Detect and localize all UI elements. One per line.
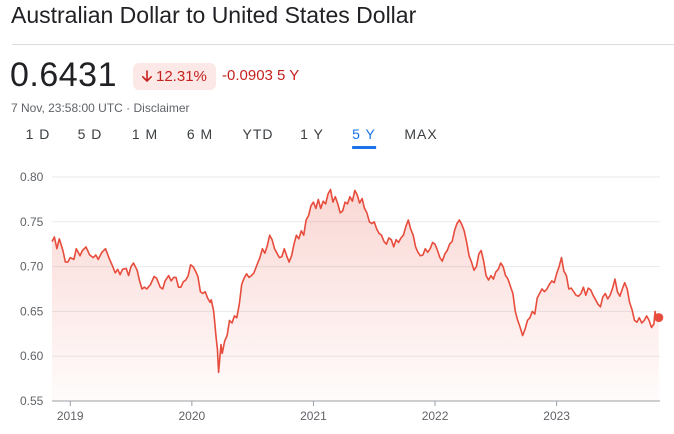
range-tab-max[interactable]: MAX — [404, 126, 438, 142]
x-tick-label: 2022 — [422, 409, 449, 423]
arrow-down-icon — [141, 70, 153, 83]
percent-change-value: 12.31% — [156, 68, 207, 85]
y-tick-label: 0.65 — [20, 304, 44, 318]
percent-change-badge: 12.31% — [133, 63, 216, 90]
y-tick-label: 0.75 — [20, 215, 44, 229]
y-tick-label: 0.70 — [20, 260, 44, 274]
range-tab-5y[interactable]: 5 Y — [352, 126, 376, 149]
range-tab-1d[interactable]: 1 D — [25, 126, 51, 142]
y-tick-label: 0.60 — [20, 349, 44, 363]
range-tab-5d[interactable]: 5 D — [77, 126, 103, 142]
current-price: 0.6431 — [10, 56, 117, 94]
chart-endpoint-marker — [654, 313, 664, 323]
timestamp: 7 Nov, 23:58:00 UTC · — [11, 101, 134, 115]
absolute-change: -0.0903 5 Y — [222, 67, 300, 84]
x-tick-label: 2019 — [57, 409, 84, 423]
range-tab-6m[interactable]: 6 M — [186, 126, 214, 142]
x-tick-label: 2020 — [178, 409, 205, 423]
disclaimer-link[interactable]: Disclaimer — [133, 101, 190, 115]
header-divider — [12, 44, 674, 45]
y-tick-label: 0.55 — [20, 394, 44, 408]
range-tab-1y[interactable]: 1 Y — [300, 126, 324, 142]
chart-series-line — [51, 188, 660, 374]
y-tick-label: 0.80 — [20, 170, 44, 184]
range-tab-1m[interactable]: 1 M — [131, 126, 159, 142]
x-tick-label: 2021 — [300, 409, 327, 423]
timestamp-line: 7 Nov, 23:58:00 UTC · Disclaimer — [11, 101, 190, 115]
exchange-rate-chart[interactable]: 0.80 0.75 0.70 0.65 0.60 0.55 2019 2020 2021 202… — [0, 160, 674, 434]
chart-area-fill — [52, 189, 659, 401]
page-title: Australian Dollar to United States Dolla… — [11, 2, 417, 28]
x-tick-label: 2023 — [543, 409, 570, 423]
range-tab-ytd[interactable]: YTD — [242, 126, 274, 142]
